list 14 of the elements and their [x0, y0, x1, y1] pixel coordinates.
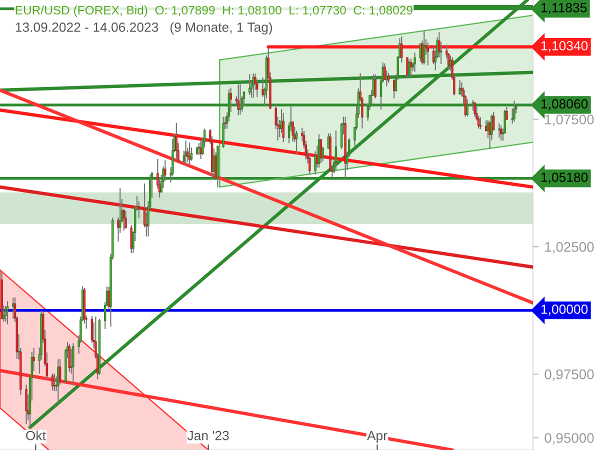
ref-line-label: 1,08060: [541, 99, 588, 110]
ref-line-label: 1,00000: [541, 304, 588, 316]
series-label: 1,10340: [541, 41, 588, 52]
x-tick-label: Jan '23: [187, 430, 229, 440]
ref-line-label: 1,05180: [541, 172, 588, 184]
chart-title: EUR/USD (FOREX, Bid) O: 1,07899 H: 1,08100 L: 1,07730 C: 1,08029: [16, 6, 412, 17]
ref-line-label: 1,11835: [541, 2, 587, 14]
y-tick-label: 1,02500: [545, 242, 594, 254]
y-tick-label: 1,07500: [545, 114, 594, 126]
y-tick-label: 0,97500: [544, 369, 594, 381]
y-tick-label: 0,95000: [544, 433, 594, 445]
x-tick-label: Apr: [366, 431, 388, 443]
text: 13.09.2022 - 14.06.2023 (9 Monate, 1 Tag): [16, 22, 272, 34]
x-tick-label: Okt: [26, 430, 46, 440]
